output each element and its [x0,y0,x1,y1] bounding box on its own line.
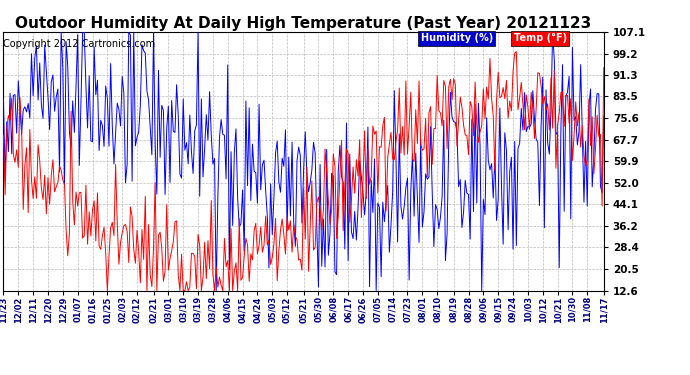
Text: Copyright 2012 Cartronics.com: Copyright 2012 Cartronics.com [3,39,155,50]
Text: Temp (°F): Temp (°F) [513,33,566,43]
Title: Outdoor Humidity At Daily High Temperature (Past Year) 20121123: Outdoor Humidity At Daily High Temperatu… [15,16,592,31]
Text: Humidity (%): Humidity (%) [421,33,493,43]
